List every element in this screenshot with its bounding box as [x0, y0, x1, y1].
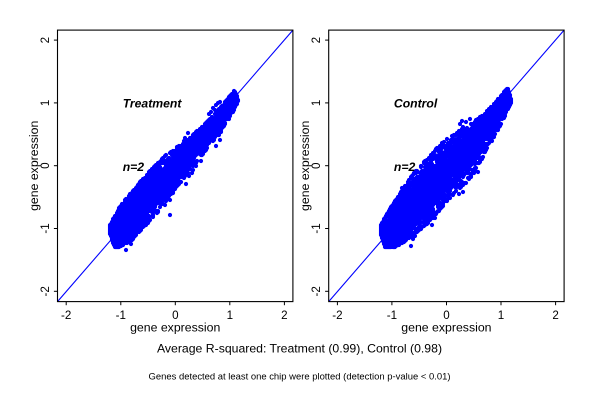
svg-text:0: 0 [310, 162, 323, 168]
svg-text:gene expression: gene expression [130, 321, 220, 335]
svg-text:n=2: n=2 [394, 160, 416, 174]
svg-text:2: 2 [39, 37, 52, 43]
svg-text:Control: Control [394, 96, 438, 110]
svg-text:-1: -1 [39, 223, 52, 233]
svg-text:0: 0 [172, 309, 178, 322]
svg-text:-2: -2 [310, 286, 323, 296]
svg-text:-1: -1 [310, 223, 323, 233]
svg-text:2: 2 [310, 37, 323, 43]
svg-text:gene expression: gene expression [298, 121, 312, 211]
svg-text:-2: -2 [61, 309, 71, 322]
svg-text:0: 0 [443, 309, 449, 322]
svg-text:gene expression: gene expression [401, 321, 491, 335]
svg-text:0: 0 [39, 162, 52, 168]
svg-text:Treatment: Treatment [123, 96, 183, 110]
svg-text:Genes detected at least one ch: Genes detected at least one chip were pl… [149, 372, 451, 383]
svg-text:2: 2 [281, 309, 287, 322]
svg-text:-2: -2 [39, 286, 52, 296]
svg-text:-1: -1 [387, 309, 397, 322]
svg-text:-2: -2 [332, 309, 342, 322]
svg-text:Average R-squared: Treatment (: Average R-squared: Treatment (0.99), Con… [157, 341, 442, 355]
svg-text:1: 1 [310, 100, 323, 106]
svg-text:-1: -1 [116, 309, 126, 322]
svg-text:2: 2 [552, 309, 558, 322]
svg-text:1: 1 [227, 309, 233, 322]
svg-text:gene expression: gene expression [27, 121, 41, 211]
svg-text:1: 1 [498, 309, 504, 322]
svg-text:n=2: n=2 [123, 160, 145, 174]
svg-text:1: 1 [39, 100, 52, 106]
